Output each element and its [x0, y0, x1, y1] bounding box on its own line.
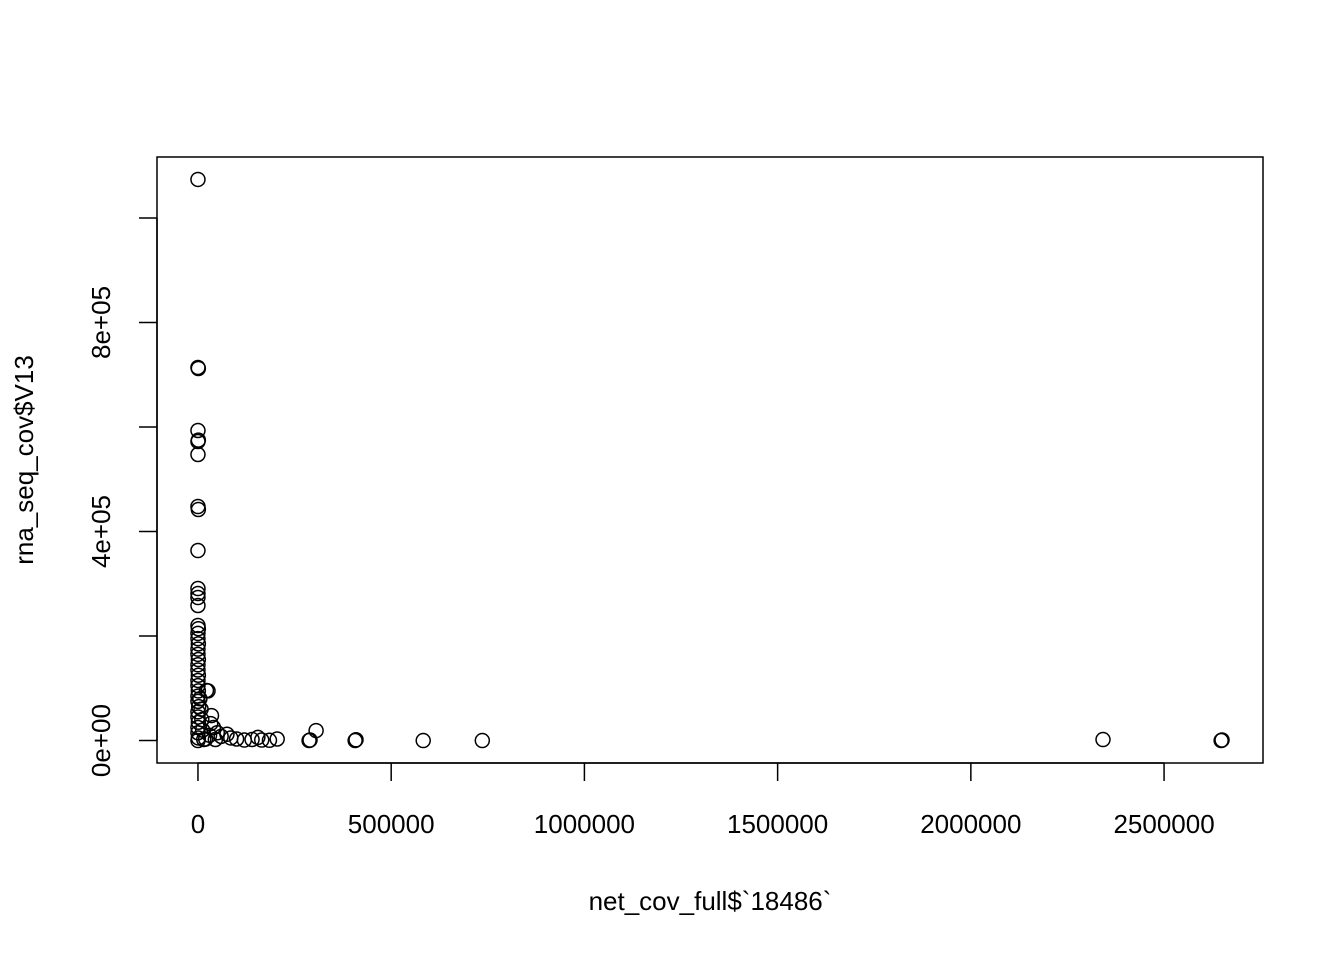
- point: [196, 731, 212, 748]
- point: [190, 657, 206, 673]
- x-tick-label: 0: [191, 809, 205, 839]
- point: [209, 724, 226, 741]
- point: [190, 585, 206, 602]
- point: [190, 625, 206, 642]
- point: [250, 729, 266, 746]
- point: [190, 693, 206, 710]
- plot-box: [156, 156, 1264, 764]
- point: [253, 732, 270, 748]
- y-tick-label: 0e+00: [86, 704, 116, 777]
- point: [200, 683, 216, 699]
- point: [228, 731, 245, 747]
- point: [415, 732, 431, 749]
- point: [190, 620, 207, 637]
- point: [190, 589, 206, 606]
- point: [269, 731, 285, 747]
- point: [194, 711, 210, 728]
- point: [190, 662, 206, 678]
- x-axis-title: net_cov_full$`18486`: [589, 886, 832, 916]
- point: [190, 683, 207, 699]
- point: [190, 630, 206, 647]
- y-tick-label: 8e+05: [86, 286, 116, 359]
- point: [474, 732, 491, 749]
- y-tick-label: 4e+05: [86, 495, 116, 568]
- point: [1095, 731, 1111, 748]
- point: [190, 580, 206, 597]
- x-tick-label: 1500000: [727, 809, 828, 839]
- point: [203, 707, 220, 724]
- point: [308, 722, 324, 739]
- point: [190, 617, 206, 634]
- point: [190, 446, 206, 463]
- x-tick-label: 2000000: [920, 809, 1021, 839]
- x-tick-label: 1000000: [534, 809, 635, 839]
- point: [190, 542, 206, 559]
- point: [190, 646, 206, 663]
- y-axis-title: rna_seq_cov$V13: [9, 355, 39, 565]
- point: [190, 636, 207, 652]
- point: [1214, 732, 1230, 748]
- x-tick-label: 2500000: [1113, 809, 1214, 839]
- point: [190, 672, 206, 689]
- point: [190, 498, 206, 515]
- point: [190, 667, 207, 683]
- point: [190, 360, 207, 377]
- point: [348, 732, 364, 748]
- point: [205, 719, 222, 736]
- point: [190, 171, 206, 188]
- point: [190, 501, 207, 518]
- point: [190, 597, 206, 614]
- point: [190, 422, 206, 439]
- point: [261, 732, 278, 749]
- point: [190, 641, 206, 657]
- x-tick-label: 500000: [348, 809, 435, 839]
- point: [192, 690, 208, 707]
- point: [190, 651, 207, 668]
